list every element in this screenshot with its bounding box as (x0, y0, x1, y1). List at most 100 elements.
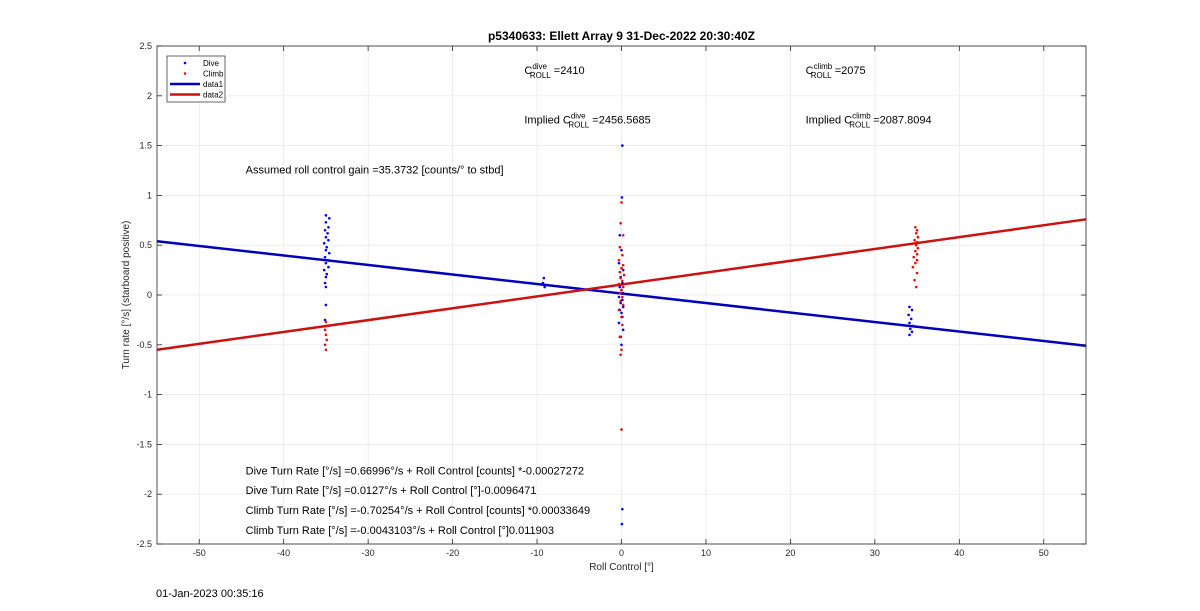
x-tick-label: -50 (193, 548, 206, 558)
x-tick-label: 20 (785, 548, 795, 558)
point-climb (323, 343, 327, 347)
y-tick-label: 2 (147, 91, 152, 101)
x-tick-label: 30 (870, 548, 880, 558)
point-dive (323, 281, 327, 285)
point-climb (916, 246, 920, 250)
point-climb (914, 285, 918, 289)
data-points (322, 144, 920, 526)
point-dive (327, 217, 331, 220)
point-climb (621, 233, 625, 237)
point-climb (913, 238, 916, 242)
footer-timestamp: 01-Jan-2023 00:35:16 (156, 588, 264, 600)
point-climb (620, 288, 623, 292)
point-dive (327, 265, 330, 269)
point-climb (915, 258, 919, 262)
point-dive (621, 144, 624, 147)
y-tick-label: -2.5 (136, 539, 152, 549)
fit-lines (156, 218, 1087, 352)
x-tick-label: -30 (362, 548, 375, 558)
y-tick-label: 1 (147, 190, 152, 200)
point-dive (324, 248, 328, 252)
point-climb (912, 255, 916, 259)
point-dive (620, 522, 624, 526)
y-tick-label: 2.5 (139, 41, 152, 51)
point-dive (617, 321, 621, 325)
point-dive (621, 281, 624, 285)
x-tick-label: -10 (531, 548, 544, 558)
point-climb (915, 240, 919, 244)
point-dive (326, 258, 329, 262)
point-dive (324, 261, 328, 265)
point-dive (908, 321, 911, 325)
point-climb (622, 273, 626, 277)
point-climb (617, 258, 621, 262)
point-dive (621, 328, 625, 332)
axis-ticks: -50 -40 -30 -20 -10 0 10 20 30 40 50-2.5-2-1.5-1-0… (136, 41, 1086, 558)
x-tick-label: 0 (619, 548, 624, 558)
point-climb (325, 324, 329, 328)
point-climb (911, 265, 915, 269)
point-dive (323, 228, 327, 232)
point-dive (322, 241, 326, 245)
series-line-data1 (156, 239, 1087, 348)
point-dive (327, 238, 330, 242)
point-dive (617, 295, 621, 299)
point-dive (324, 220, 328, 224)
point-climb (916, 235, 920, 239)
point-climb (620, 266, 623, 270)
chart-title: p5340633: Ellett Array 9 31-Dec-2022 20:… (488, 29, 755, 43)
annotation: Assumed roll control gain =35.3732 [coun… (246, 164, 504, 176)
point-dive (621, 507, 624, 511)
series-line-data2 (156, 218, 1087, 352)
point-climb (620, 315, 623, 319)
point-dive (542, 276, 546, 280)
point-dive (909, 327, 912, 331)
point-climb (621, 295, 624, 299)
annotation: Cdive ROLL =2410 (524, 62, 584, 80)
point-dive (324, 285, 328, 289)
point-dive (907, 313, 910, 317)
point-dive (617, 261, 621, 265)
point-dive (621, 305, 625, 309)
point-climb (618, 245, 622, 249)
point-climb (914, 225, 917, 229)
annotation: Climb Turn Rate [°/s] =-0.0043103°/s + R… (246, 525, 554, 537)
annotation: Implied Cdive ROLL =2456.5685 (524, 112, 650, 130)
point-dive (910, 330, 914, 334)
point-climb (621, 303, 625, 307)
legend-label: data2 (203, 91, 224, 100)
point-dive (541, 281, 545, 285)
point-dive (618, 233, 622, 237)
point-climb (915, 252, 919, 256)
point-climb (621, 279, 624, 283)
point-climb (914, 231, 918, 235)
y-tick-label: -2 (144, 489, 152, 499)
point-dive (911, 324, 915, 328)
point-dive (908, 305, 911, 309)
point-dive (619, 301, 622, 305)
x-tick-label: -20 (446, 548, 459, 558)
x-tick-label: 40 (954, 548, 964, 558)
point-climb (619, 276, 622, 280)
y-tick-label: 0 (147, 290, 152, 300)
point-dive (908, 333, 911, 337)
point-climb (621, 323, 624, 327)
point-climb (915, 228, 919, 232)
point-climb (914, 261, 917, 265)
point-climb (323, 328, 327, 332)
point-dive (326, 231, 329, 235)
point-dive (618, 285, 622, 289)
annotations: Cdive ROLL =2410 Cclimb ROLL =2075 Implied C… (246, 62, 932, 537)
point-climb (619, 299, 622, 303)
x-axis-label: Roll Control [°] (589, 562, 654, 573)
point-climb (617, 282, 621, 286)
legend-label: Dive (203, 59, 220, 68)
point-dive (327, 225, 330, 229)
point-climb (324, 333, 328, 337)
annotation: Climb Turn Rate [°/s] =-0.70254°/s + Rol… (246, 505, 590, 517)
legend-marker (183, 61, 187, 65)
point-dive (324, 214, 328, 217)
point-dive (620, 248, 623, 252)
point-climb (914, 249, 917, 253)
